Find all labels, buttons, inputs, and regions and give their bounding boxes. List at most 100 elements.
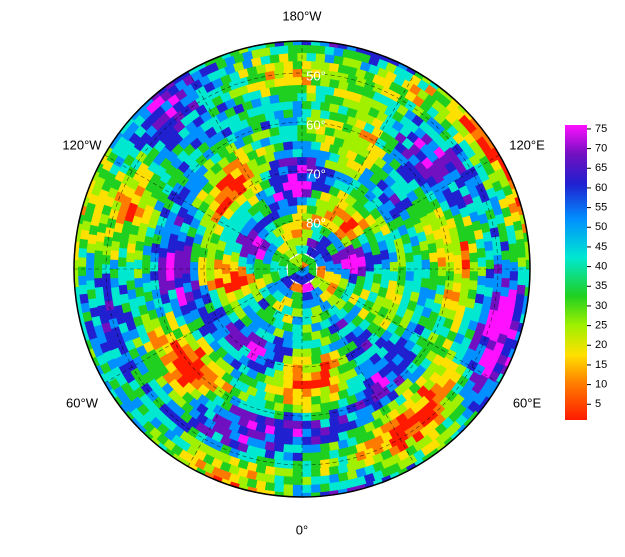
field-cell <box>163 438 177 452</box>
field-cell <box>122 139 136 153</box>
field-cell <box>291 140 302 150</box>
meridian <box>104 268 303 384</box>
field-cell <box>213 386 226 399</box>
meridian <box>301 154 500 270</box>
field-cell <box>302 388 313 398</box>
field-cell <box>197 200 210 214</box>
field-cell <box>255 397 267 409</box>
field-cell <box>425 232 436 245</box>
field-cell <box>328 110 340 122</box>
field-cell <box>292 476 303 486</box>
field-cell <box>228 377 242 390</box>
field-cell <box>355 296 368 310</box>
field-cell <box>306 84 317 94</box>
field-cell <box>251 235 264 248</box>
field-cell <box>372 253 383 265</box>
field-cell <box>328 441 340 452</box>
field-cell <box>445 252 455 263</box>
field-cell <box>273 410 285 421</box>
field-cell <box>394 324 407 338</box>
field-cell <box>283 436 294 446</box>
field-cell <box>302 380 313 390</box>
field-cell <box>337 447 350 458</box>
field-cell <box>366 150 380 164</box>
field-cell <box>193 297 205 310</box>
field-cell <box>373 156 387 169</box>
field-cell <box>87 234 97 245</box>
field-cell <box>311 468 322 478</box>
field-cell <box>437 346 450 359</box>
field-cell <box>246 41 258 44</box>
field-cell <box>405 261 415 272</box>
field-cell <box>202 480 215 492</box>
field-cell <box>379 223 392 236</box>
field-cell <box>129 158 142 171</box>
field-cell <box>180 198 193 211</box>
field-cell <box>328 400 341 411</box>
field-cell <box>267 167 280 179</box>
field-cell <box>340 257 351 269</box>
field-cell <box>413 58 427 71</box>
field-cell <box>117 275 127 286</box>
field-cell <box>507 368 520 382</box>
field-cell <box>282 338 294 349</box>
colorbar-label: 50 <box>595 221 607 233</box>
field-cell <box>230 349 244 362</box>
field-cell <box>222 221 235 235</box>
field-cell <box>137 222 149 234</box>
field-cell <box>465 297 476 309</box>
field-cell <box>190 280 200 292</box>
map-border <box>73 40 531 498</box>
field-cell <box>346 428 359 440</box>
field-cell <box>489 195 501 208</box>
field-cell <box>369 303 382 317</box>
field-cell <box>533 245 542 255</box>
field-cell <box>140 313 152 326</box>
field-cell <box>255 72 267 83</box>
field-cell <box>94 286 104 298</box>
field-cell <box>250 48 262 59</box>
field-cell <box>255 447 267 458</box>
meridian <box>301 268 417 467</box>
field-cell <box>515 352 527 365</box>
field-cell <box>450 84 464 98</box>
field-cell <box>468 371 482 384</box>
field-cell <box>417 347 431 360</box>
field-cell <box>189 271 199 282</box>
field-cell <box>314 198 327 209</box>
field-cell <box>264 433 276 444</box>
field-cell <box>406 299 418 312</box>
field-cell <box>273 394 285 405</box>
field-cell <box>197 266 207 277</box>
field-cell <box>284 237 298 249</box>
field-cell <box>81 360 93 374</box>
field-cell <box>77 352 90 365</box>
field-cell <box>125 166 138 179</box>
field-cell <box>302 404 312 414</box>
field-cell <box>122 154 136 167</box>
field-cell <box>320 352 332 364</box>
field-cell <box>281 189 293 200</box>
field-cell <box>146 349 160 362</box>
field-cell <box>282 60 293 70</box>
field-cell <box>228 464 241 476</box>
field-cell <box>487 125 501 138</box>
meridian <box>187 71 303 270</box>
field-cell <box>413 221 425 234</box>
field-cell <box>475 203 487 216</box>
field-cell <box>229 358 243 372</box>
field-cell <box>110 240 120 252</box>
field-cell <box>229 271 240 283</box>
field-cell <box>140 213 151 226</box>
field-cell <box>187 416 201 430</box>
field-cell <box>370 390 384 403</box>
field-cell <box>328 465 340 476</box>
field-cell <box>254 336 268 349</box>
field-cell <box>464 224 475 236</box>
field-cell <box>166 280 176 292</box>
field-cell <box>482 407 496 420</box>
field-cell <box>324 175 336 187</box>
field-cell <box>319 190 332 203</box>
field-cell <box>85 262 95 272</box>
field-cell <box>228 447 241 459</box>
